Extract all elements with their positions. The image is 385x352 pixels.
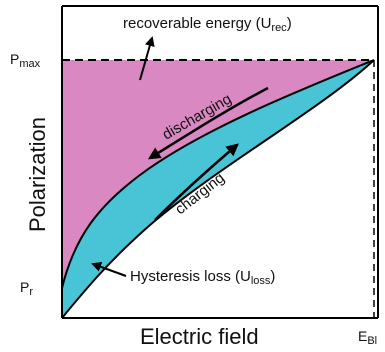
discharging-arrow — [147, 86, 269, 160]
discharging-curve — [61, 59, 375, 289]
hysteresis-loss-label: Hysteresis loss (Uloss) — [130, 268, 275, 287]
x-axis-label: Electric field — [140, 324, 259, 349]
recoverable-energy-label: recoverable energy (Urec) — [123, 15, 292, 34]
y-axis-label: Polarization — [25, 117, 50, 232]
p-max-label: Pmax — [10, 51, 41, 70]
charging-arrow — [154, 143, 239, 221]
p-r-label: Pr — [20, 279, 33, 298]
recoverable-energy-region — [62, 60, 374, 288]
recoverable-energy-pointer-arrow — [139, 36, 155, 81]
e-b-label: EBl — [358, 328, 377, 347]
charging-curve — [61, 59, 375, 319]
hysteresis-loss-pointer-arrow — [91, 262, 127, 277]
